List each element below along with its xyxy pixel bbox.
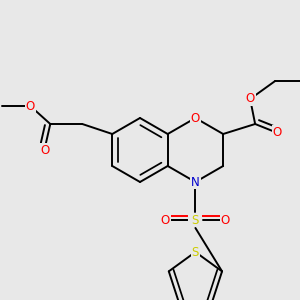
- Text: O: O: [161, 214, 170, 226]
- Text: O: O: [41, 143, 50, 157]
- Text: O: O: [245, 92, 255, 106]
- Text: S: S: [192, 245, 199, 259]
- Text: N: N: [191, 176, 200, 188]
- Text: O: O: [191, 112, 200, 124]
- Text: O: O: [26, 100, 35, 112]
- Text: O: O: [272, 125, 282, 139]
- Text: O: O: [221, 214, 230, 226]
- Text: S: S: [192, 214, 199, 226]
